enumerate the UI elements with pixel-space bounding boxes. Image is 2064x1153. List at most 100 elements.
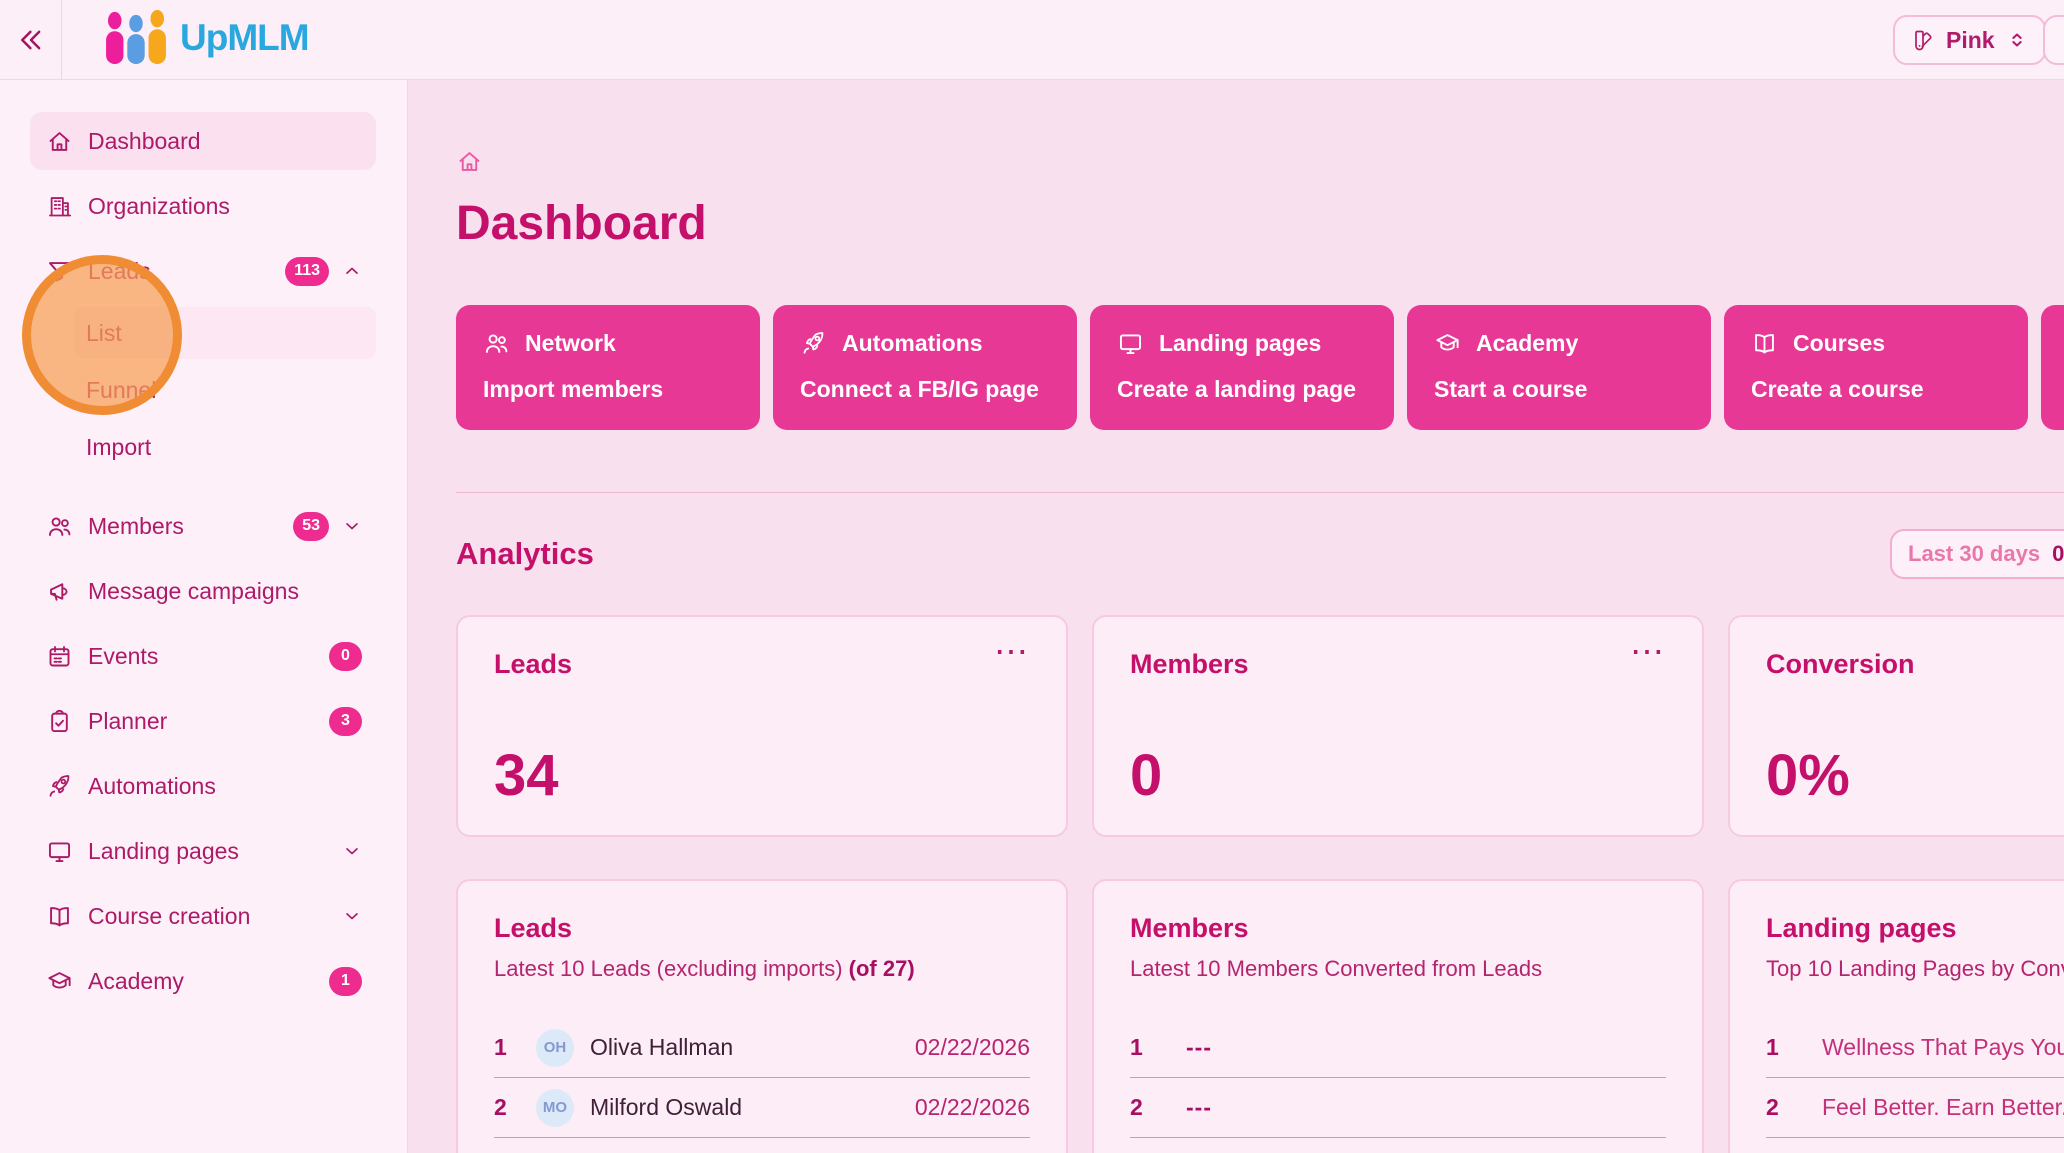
list-card-subtitle: Latest 10 Leads (excluding imports) (of … [494, 956, 1030, 982]
members-list-card: Members Latest 10 Members Converted from… [1092, 879, 1704, 1153]
quickstart-card-automations[interactable]: Automations Connect a FB/IG page [773, 305, 1077, 430]
sidebar-subitem-list[interactable]: List [74, 307, 376, 359]
lead-name-link[interactable]: Milford Oswald [590, 1094, 743, 1120]
people-icon [48, 516, 71, 536]
sidebar-item-automations[interactable]: Automations [30, 757, 376, 815]
open-book-icon [1755, 334, 1774, 354]
row-number: 1 [494, 1034, 507, 1060]
updown-chevron-icon [2011, 33, 2022, 47]
sidebar-item-landing-pages[interactable]: Landing pages [30, 822, 376, 880]
quickstart-card-landing-pages[interactable]: Landing pages Create a landing page [1090, 305, 1394, 430]
sidebar-item-events[interactable]: Events 0 [30, 627, 376, 685]
analytics-header: Analytics Last 30 days 01/2 [456, 529, 2064, 579]
swatch-icon [1915, 30, 1932, 51]
planner-count-badge: 3 [329, 706, 362, 736]
landing-page-link[interactable]: Feel Better. Earn Better. [1822, 1094, 2064, 1120]
sidebar-item-label: Message campaigns [88, 577, 299, 604]
lead-name-link[interactable]: Oliva Hallman [590, 1034, 734, 1060]
date-range-label: Last 30 days [1908, 541, 2041, 566]
sidebar-item-label: Landing pages [88, 837, 239, 864]
list-card-title: Landing pages [1766, 913, 1957, 943]
list-card-subtitle-count: (of 27) [848, 956, 915, 981]
members-count-badge: 53 [293, 511, 329, 541]
sidebar-item-leads[interactable]: Leads 113 [30, 242, 376, 300]
lead-row: 2 MO Milford Oswald 02/22/2026 [494, 1078, 1030, 1138]
people-icon [485, 334, 508, 353]
lead-date: 02/22/2026 [914, 1094, 1030, 1120]
breadcrumb-home-icon[interactable] [456, 148, 483, 175]
list-card-subtitle-text: Latest 10 Leads (excluding imports) [494, 956, 843, 981]
members-rows: 1 --- 2 --- [1130, 1018, 1666, 1138]
date-range-value: 01/2 [2052, 541, 2064, 566]
landing-page-link[interactable]: Wellness That Pays You Back [1822, 1034, 2064, 1060]
academy-count-badge: 1 [329, 966, 362, 996]
quickstart-card-title: Network [525, 330, 616, 356]
landing-pages-rows: 1 Wellness That Pays You Back 2 Feel Bet… [1766, 1018, 2064, 1138]
page-title: Dashboard [456, 197, 707, 250]
topbar-partial-button[interactable] [2043, 15, 2064, 65]
funnel-icon [48, 261, 71, 281]
lead-row: 1 OH Oliva Hallman 02/22/2026 [494, 1018, 1030, 1078]
sidebar-item-label: Dashboard [88, 127, 201, 154]
leads-count-badge: 113 [285, 256, 329, 286]
upmlm-logo-icon [106, 10, 166, 65]
ellipsis-menu-icon[interactable]: ⋯ [994, 633, 1030, 671]
row-number: 2 [1766, 1094, 1779, 1120]
sidebar-item-message-campaigns[interactable]: Message campaigns [30, 562, 376, 620]
list-card-subtitle-text: Top 10 Landing Pages by Conversion [1766, 956, 2064, 981]
row-number: 2 [1130, 1094, 1143, 1120]
analytics-heading: Analytics [456, 536, 594, 571]
row-number: 2 [494, 1094, 507, 1120]
stat-card-conversion: Conversion ⋯ 0% [1728, 615, 2064, 837]
landing-page-row: 1 Wellness That Pays You Back [1766, 1018, 2064, 1078]
quickstart-card-subtitle: Start a course [1434, 376, 1588, 402]
sidebar-subitem-label: List [86, 319, 122, 346]
sidebar-item-label: Automations [88, 772, 216, 799]
events-count-badge: 0 [329, 641, 362, 671]
avatar: OH [536, 1028, 574, 1067]
stat-card-value: 0 [1130, 743, 1163, 808]
rocket-icon [49, 774, 70, 797]
stat-card-title: Leads [494, 649, 573, 679]
chevron-down-icon [346, 913, 358, 920]
quickstart-card-title: Academy [1476, 330, 1579, 356]
date-range-selector[interactable]: Last 30 days 01/2 [1890, 529, 2064, 579]
sidebar-item-organizations[interactable]: Organizations [30, 177, 376, 235]
list-card-subtitle-text: Latest 10 Members Converted from Leads [1130, 956, 1543, 981]
ellipsis-menu-icon[interactable]: ⋯ [1630, 633, 1666, 671]
app-logo[interactable]: UpMLM [104, 10, 310, 66]
brand-name: UpMLM [180, 17, 310, 58]
chevron-down-icon [346, 848, 358, 855]
sidebar: Dashboard Organizations Leads 113 List F… [0, 80, 408, 1153]
avatar: MO [536, 1088, 574, 1127]
stat-card-leads: Leads ⋯ 34 [456, 615, 1068, 837]
monitor-icon [1119, 334, 1142, 355]
row-number: 1 [1130, 1034, 1143, 1060]
sidebar-item-course-creation[interactable]: Course creation [30, 887, 376, 945]
sidebar-item-dashboard[interactable]: Dashboard [30, 112, 376, 170]
theme-selector-button[interactable]: Pink [1893, 15, 2046, 65]
quickstart-card-title: Landing pages [1159, 330, 1322, 356]
sidebar-item-label: Members [88, 512, 184, 539]
list-card-title: Leads [494, 913, 573, 943]
megaphone-icon [50, 582, 68, 601]
sidebar-item-label: Leads [88, 257, 151, 284]
quickstart-card-subtitle: Connect a FB/IG page [800, 376, 1039, 402]
lead-date: 02/22/2026 [914, 1034, 1030, 1060]
quickstart-card-partial[interactable] [2041, 305, 2064, 430]
chevron-up-icon [346, 267, 358, 274]
sidebar-subitem-import[interactable]: Import [74, 421, 376, 473]
sidebar-subitem-funnel[interactable]: Funnel [74, 364, 376, 416]
sidebar-item-academy[interactable]: Academy 1 [30, 952, 376, 1010]
quickstart-card-courses[interactable]: Courses Create a course [1724, 305, 2028, 430]
sidebar-collapse-button[interactable] [0, 0, 62, 79]
quickstart-card-academy[interactable]: Academy Start a course [1407, 305, 1711, 430]
quickstart-card-network[interactable]: Network Import members [456, 305, 760, 430]
theme-selector-label: Pink [1946, 26, 1995, 53]
sidebar-item-planner[interactable]: Planner 3 [30, 692, 376, 750]
quickstart-card-subtitle: Create a course [1751, 376, 1924, 402]
empty-value: --- [1186, 1094, 1212, 1120]
sidebar-item-members[interactable]: Members 53 [30, 497, 376, 555]
stat-card-members: Members ⋯ 0 [1092, 615, 1704, 837]
stat-card-value: 34 [494, 743, 559, 808]
